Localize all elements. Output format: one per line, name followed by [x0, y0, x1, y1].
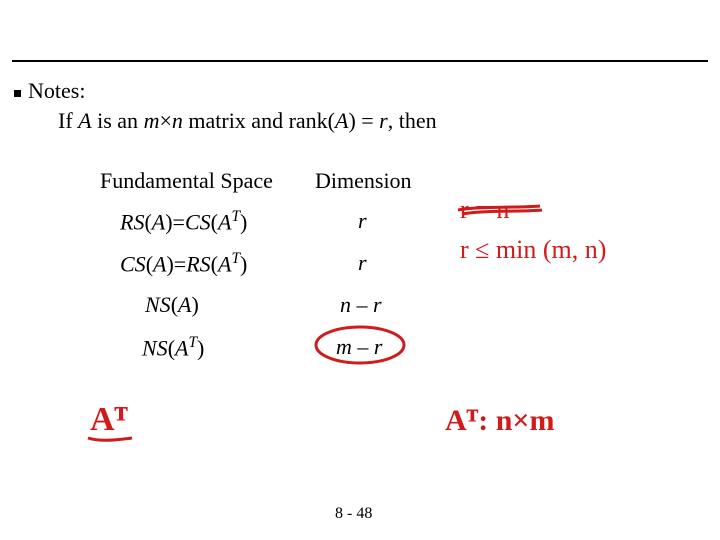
anno-r-le-min: r ≤ min (m, n): [460, 235, 606, 264]
r2-p1: (: [171, 292, 178, 317]
r0-p1: (: [144, 209, 151, 234]
r0-a2: A: [218, 209, 231, 234]
notes-line: If A is an m×n matrix and rank(A) = r, t…: [58, 108, 437, 134]
r1-p1: (: [146, 251, 153, 276]
anno-r-eq-n: r = n: [460, 195, 509, 224]
anno-at-underline: [88, 438, 132, 440]
r1-p2: (: [211, 251, 218, 276]
table-row-2-left: NS(A): [145, 292, 199, 318]
r2-p2: ): [191, 292, 198, 317]
r2-ns: NS: [145, 292, 171, 317]
r0-cs: CS: [185, 209, 211, 234]
table-row-1-left: CS(A)=RS(AT): [120, 250, 247, 277]
r0-eq: )=: [165, 209, 185, 234]
notes-mid2: matrix and rank(: [183, 108, 335, 133]
r1-eq: )=: [166, 251, 186, 276]
r0-t: T: [231, 208, 240, 225]
r1-t: T: [231, 250, 240, 267]
notes-r: r: [379, 108, 388, 133]
r0-p2: (: [211, 209, 218, 234]
table-row-2-right: n – r: [340, 292, 382, 318]
table-header-right: Dimension: [315, 168, 412, 194]
anno-strike: [458, 206, 542, 214]
r2-a: A: [178, 292, 191, 317]
notes-A2: A: [335, 108, 348, 133]
r3-ns: NS: [142, 335, 168, 360]
anno-at-nxm: Aᵀ: n×m: [445, 404, 554, 437]
r1-cs: CS: [120, 251, 146, 276]
r3-r: r: [374, 334, 383, 359]
table-row-0-left: RS(A)=CS(AT): [120, 208, 247, 235]
bullet: [14, 90, 21, 97]
r2-r: r: [373, 292, 382, 317]
r2-dash: –: [351, 292, 373, 317]
table-row-1-right: r: [358, 250, 367, 276]
r3-t: T: [188, 334, 197, 351]
table-row-3-left: NS(AT): [142, 334, 204, 361]
notes-n: n: [172, 108, 183, 133]
r0-p3: ): [240, 209, 247, 234]
notes-label: Notes:: [28, 78, 85, 104]
r3-dash: –: [352, 334, 374, 359]
r2-n: n: [340, 292, 351, 317]
table-row-3-right: m – r: [336, 334, 382, 360]
r3-p2: ): [197, 335, 204, 360]
notes-A: A: [78, 108, 91, 133]
r0-a1: A: [152, 209, 165, 234]
table-header-left: Fundamental Space: [100, 168, 273, 194]
r1-rs: RS: [186, 251, 210, 276]
r1-a1: A: [153, 251, 166, 276]
notes-suffix: , then: [388, 108, 437, 133]
notes-times: ×: [159, 108, 171, 133]
notes-mid3: ) =: [348, 108, 379, 133]
r3-a: A: [175, 335, 188, 360]
r3-m: m: [336, 334, 352, 359]
table-row-0-right: r: [358, 208, 367, 234]
r3-p1: (: [168, 335, 175, 360]
r1-p3: ): [240, 251, 247, 276]
notes-prefix: If: [58, 108, 78, 133]
r1-a2: A: [218, 251, 231, 276]
header-rule: [12, 60, 708, 62]
r0-rs: RS: [120, 209, 144, 234]
page-number: 8 - 48: [335, 505, 372, 523]
notes-mid1: is an: [92, 108, 144, 133]
notes-m: m: [144, 108, 160, 133]
anno-at-left: Aᵀ: [90, 401, 129, 438]
